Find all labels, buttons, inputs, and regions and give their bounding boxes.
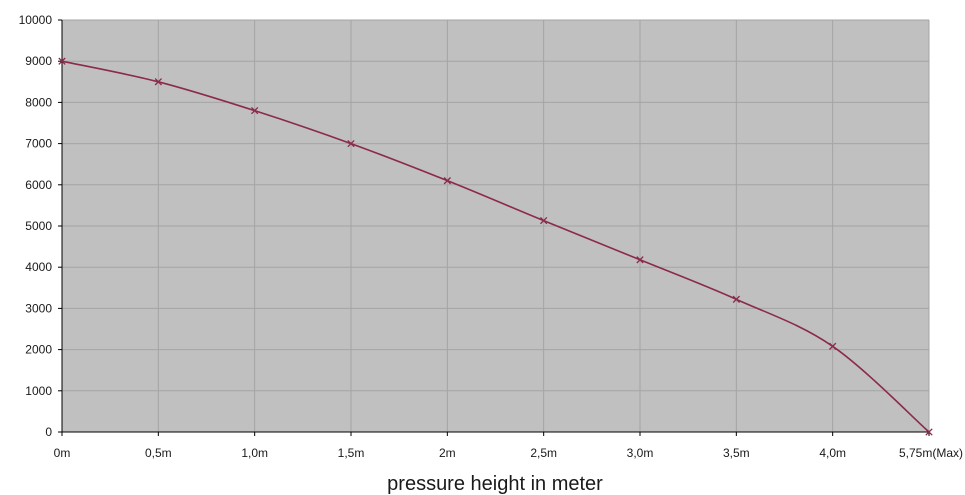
marker-stroke — [540, 216, 548, 225]
marker-stroke — [154, 78, 162, 86]
y-tick-label: 2000 — [25, 343, 52, 357]
y-tick-label: 3000 — [25, 301, 52, 315]
gridlines — [61, 19, 930, 433]
marker-stroke — [443, 177, 451, 185]
x-tick-label: 2m — [439, 446, 456, 460]
y-tick-label: 9000 — [25, 54, 52, 68]
data-point-marker — [636, 256, 644, 264]
x-tick-label: 5,75m(Max) — [899, 446, 963, 460]
marker-stroke — [251, 106, 259, 115]
x-tick-label: 0m — [54, 446, 71, 460]
x-axis-title: pressure height in meter — [387, 473, 603, 495]
data-point-marker — [251, 106, 259, 115]
data-point-marker — [443, 177, 451, 185]
marker-stroke — [732, 295, 740, 303]
x-tick-label: 4,0m — [819, 446, 846, 460]
x-tick-label: 2,5m — [530, 446, 557, 460]
marker-stroke — [925, 428, 933, 436]
marker-stroke — [347, 139, 355, 148]
x-tick-label: 3,5m — [723, 446, 750, 460]
data-point-marker — [540, 216, 548, 225]
x-tick-labels: 0m 0,5m 1,0m 1,5m 2m 2,5m 3,0m 3,5m 4,0m 5,75m(Ma… — [54, 446, 963, 460]
data-point-marker — [58, 57, 66, 65]
y-tick-label: 1000 — [25, 384, 52, 398]
data-point-marker — [347, 139, 355, 148]
x-tick-label: 1,5m — [338, 446, 365, 460]
data-point-marker — [732, 295, 740, 303]
series-line — [61, 60, 930, 433]
marker-stroke — [829, 342, 837, 350]
axes — [58, 19, 930, 436]
data-point-marker — [154, 78, 162, 86]
y-tick-labels: 0 1000 2000 3000 4000 5000 6000 7000 8000 9000 100… — [19, 13, 53, 439]
marker-stroke — [636, 256, 644, 264]
y-tick-label: 8000 — [25, 95, 52, 109]
x-tick-label: 3,0m — [627, 446, 654, 460]
y-tick-label: 6000 — [25, 178, 52, 192]
y-tick-label: 4000 — [25, 260, 52, 274]
x-tick-label: 1,0m — [241, 446, 268, 460]
marker-stroke — [58, 57, 66, 65]
y-tick-label: 5000 — [25, 219, 52, 233]
y-tick-label: 7000 — [25, 137, 52, 151]
y-tick-label: 0 — [45, 425, 52, 439]
y-tick-label: 10000 — [19, 13, 53, 27]
series-group — [58, 57, 933, 436]
data-point-marker — [925, 428, 933, 436]
x-tick-label: 0,5m — [145, 446, 172, 460]
data-point-marker — [829, 342, 837, 350]
